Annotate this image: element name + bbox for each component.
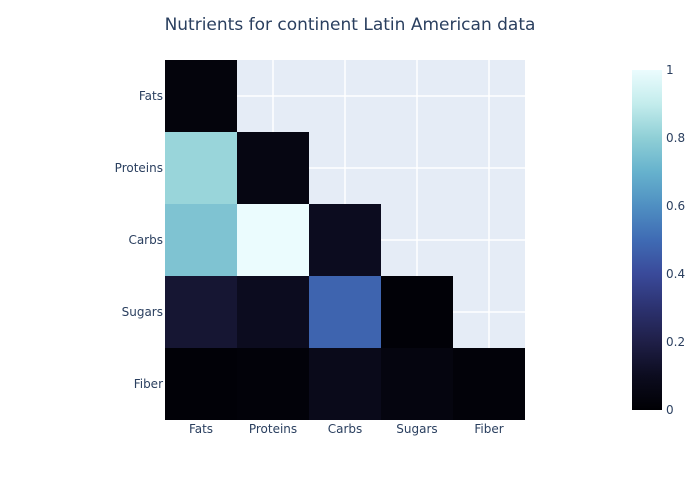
- heatmap-cell: [453, 348, 525, 420]
- heatmap-cell: [309, 348, 381, 420]
- heatmap-cell: [309, 204, 381, 276]
- heatmap-cell: [165, 60, 237, 132]
- heatmap-cell: [309, 276, 381, 348]
- y-tick-label: Fats: [139, 89, 163, 103]
- heatmap-cell: [165, 204, 237, 276]
- y-tick-label: Carbs: [128, 233, 163, 247]
- colorbar-tick-labels: 0 0.2 0.4 0.6 0.8 1: [666, 63, 685, 417]
- x-tick-label: Carbs: [328, 422, 363, 436]
- colorbar-tick-label: 0.6: [666, 199, 685, 213]
- heatmap-cell: [165, 348, 237, 420]
- x-tick-label: Sugars: [396, 422, 437, 436]
- heatmap-cell: [237, 204, 309, 276]
- heatmap-cell: [237, 276, 309, 348]
- x-tick-label: Fiber: [474, 422, 503, 436]
- colorbar-tick-label: 0.2: [666, 335, 685, 349]
- heatmap-cell: [381, 276, 453, 348]
- x-axis-tick-labels: Fats Proteins Carbs Sugars Fiber: [189, 422, 504, 436]
- heatmap-cells: [165, 60, 525, 420]
- x-tick-label: Proteins: [249, 422, 297, 436]
- y-tick-label: Fiber: [134, 377, 163, 391]
- heatmap-cell: [237, 348, 309, 420]
- chart-title: Nutrients for continent Latin American d…: [165, 15, 536, 35]
- heatmap-cell: [165, 276, 237, 348]
- y-tick-label: Proteins: [115, 161, 163, 175]
- heatmap-cell: [237, 132, 309, 204]
- heatmap-cell: [381, 348, 453, 420]
- colorbar-tick-label: 0.8: [666, 131, 685, 145]
- y-axis-tick-labels: Fats Proteins Carbs Sugars Fiber: [115, 89, 163, 391]
- x-tick-label: Fats: [189, 422, 213, 436]
- colorbar-tick-label: 0: [666, 403, 674, 417]
- y-tick-label: Sugars: [122, 305, 163, 319]
- heatmap-cell: [165, 132, 237, 204]
- colorbar-tick-label: 0.4: [666, 267, 685, 281]
- colorbar: [632, 70, 662, 410]
- colorbar-tick-label: 1: [666, 63, 674, 77]
